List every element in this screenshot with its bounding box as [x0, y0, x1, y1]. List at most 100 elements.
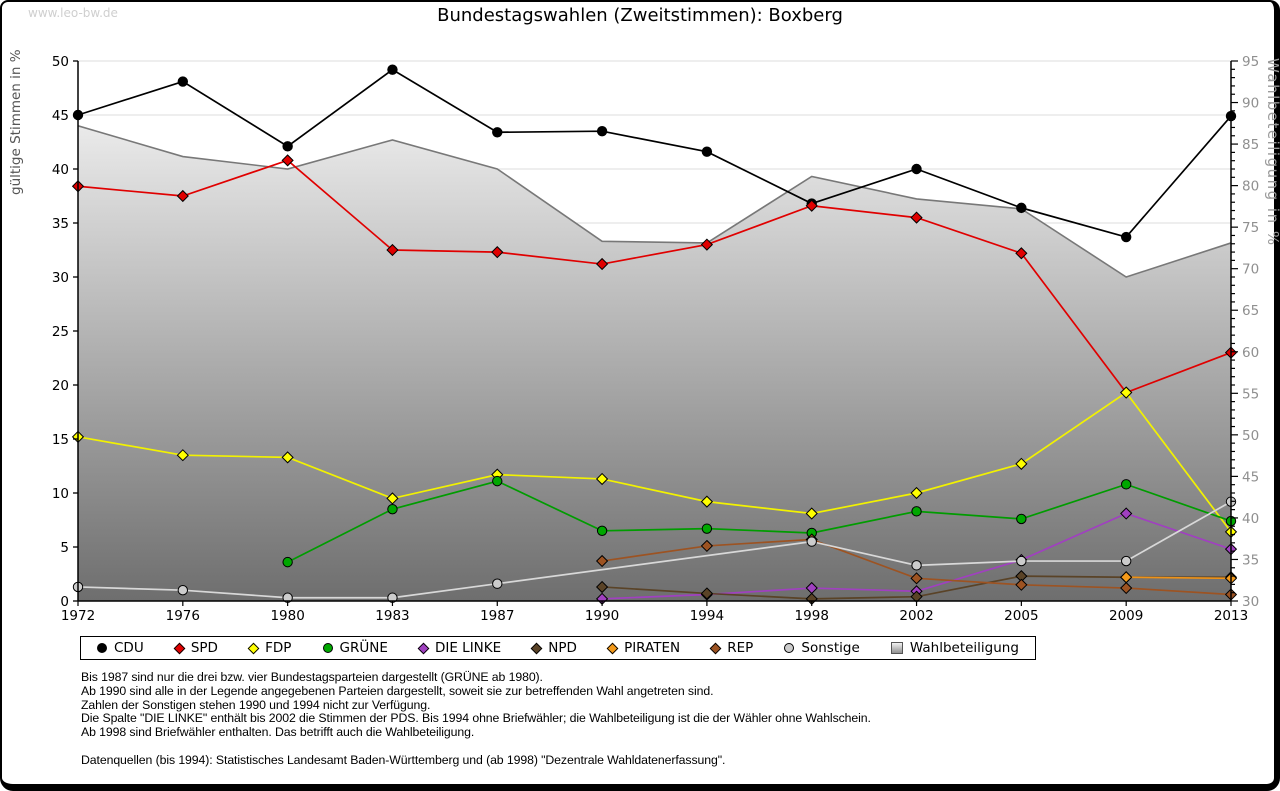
svg-text:25: 25	[52, 324, 69, 340]
svg-text:5: 5	[60, 540, 69, 556]
y-left-axis-title: gültige Stimmen in %	[8, 49, 24, 195]
svg-text:2002: 2002	[899, 608, 933, 624]
svg-text:55: 55	[1242, 386, 1259, 402]
marker-CDU	[387, 64, 398, 75]
watermark: www.leo-bw.de	[28, 6, 118, 20]
marker-GRÜNE	[282, 556, 293, 568]
legend-item-piraten: PIRATEN	[606, 640, 680, 656]
marker-REP	[700, 539, 714, 553]
marker-GRÜNE	[701, 523, 713, 534]
marker-SPD	[595, 257, 609, 271]
svg-text:1987: 1987	[480, 608, 514, 624]
svg-text:90: 90	[1242, 96, 1259, 112]
svg-text:10: 10	[52, 486, 69, 502]
marker-CDU	[282, 141, 293, 152]
marker-CDU	[177, 76, 189, 87]
marker-CDU	[492, 127, 503, 138]
marker-DIE LINKE	[1120, 507, 1133, 520]
marker-CDU	[701, 146, 713, 157]
legend-item-grüne: GRÜNE	[322, 640, 388, 656]
legend-item-fdp: FDP	[247, 640, 292, 656]
svg-text:1998: 1998	[795, 608, 829, 624]
svg-text:2013: 2013	[1214, 608, 1248, 624]
marker-Sonstige	[1120, 555, 1132, 567]
marker-REP	[1015, 578, 1028, 591]
footnotes: Bis 1987 sind nur die drei bzw. vier Bun…	[81, 670, 871, 768]
legend-item-sonstige: Sonstige	[784, 640, 860, 656]
legend-label: Sonstige	[801, 640, 860, 656]
marker-SPD	[910, 211, 923, 224]
marker-FDP	[1015, 457, 1028, 470]
footnote-line: Bis 1987 sind nur die drei bzw. vier Bun…	[81, 670, 543, 684]
svg-text:1980: 1980	[270, 608, 304, 624]
svg-text:50: 50	[1242, 428, 1259, 444]
turnout-area	[78, 125, 1231, 602]
marker-FDP	[700, 495, 714, 508]
marker-CDU	[1016, 202, 1027, 214]
square-marker-icon	[890, 642, 903, 654]
svg-text:70: 70	[1242, 262, 1259, 278]
marker-Sonstige	[911, 560, 922, 571]
series-line-GRÜNE	[287, 480, 1232, 563]
marker-FDP	[1120, 386, 1133, 399]
svg-text:20: 20	[52, 378, 69, 394]
series-line-PIRATEN	[1126, 576, 1232, 580]
svg-text:1972: 1972	[61, 608, 95, 624]
svg-text:95: 95	[1242, 54, 1259, 70]
chart-title: Bundestagswahlen (Zweitstimmen): Boxberg	[437, 5, 843, 26]
marker-FDP	[595, 472, 609, 486]
marker-SPD	[386, 243, 399, 257]
marker-Sonstige	[806, 536, 817, 547]
marker-CDU	[911, 163, 922, 175]
marker-FDP	[805, 507, 818, 520]
legend-label: SPD	[190, 640, 218, 656]
svg-text:0: 0	[60, 594, 69, 610]
legend-item-rep: REP	[709, 640, 754, 656]
marker-SPD	[281, 154, 294, 167]
svg-text:1990: 1990	[585, 608, 619, 624]
marker-CDU	[596, 126, 608, 137]
marker-GRÜNE	[492, 475, 503, 487]
marker-Sonstige	[492, 578, 503, 589]
marker-FDP	[910, 486, 923, 500]
chart-legend: CDU SPD FDP GRÜNE DIE LINKE NPD PIRATEN REP Sons…	[80, 636, 1036, 660]
marker-FDP	[386, 492, 399, 505]
marker-SPD	[491, 246, 504, 259]
marker-SPD	[1015, 247, 1028, 260]
legend-label: FDP	[265, 640, 292, 656]
diamond-marker-icon	[247, 642, 260, 654]
marker-Sonstige	[1016, 555, 1027, 567]
marker-SPD	[805, 199, 818, 212]
svg-text:60: 60	[1242, 345, 1259, 361]
circle-marker-icon	[97, 643, 107, 653]
series-line-CDU	[77, 68, 1232, 239]
svg-text:80: 80	[1242, 179, 1259, 195]
svg-text:1994: 1994	[690, 608, 724, 624]
marker-REP	[595, 554, 609, 568]
svg-text:2009: 2009	[1109, 608, 1143, 624]
svg-text:45: 45	[52, 108, 69, 124]
marker-FDP	[281, 451, 294, 464]
legend-label: DIE LINKE	[434, 640, 502, 656]
svg-text:30: 30	[1242, 594, 1259, 610]
svg-text:50: 50	[52, 54, 69, 70]
diamond-marker-icon	[530, 642, 543, 654]
legend-item-die-linke: DIE LINKE	[417, 640, 502, 656]
legend-label: REP	[727, 640, 754, 656]
svg-text:40: 40	[1242, 511, 1259, 527]
diamond-marker-icon	[173, 642, 186, 654]
svg-text:40: 40	[52, 162, 69, 178]
marker-SPD	[176, 189, 189, 203]
marker-REP	[910, 572, 923, 585]
svg-text:1976: 1976	[166, 608, 200, 624]
circle-marker-icon	[784, 643, 795, 653]
series-line-FDP	[77, 391, 1232, 533]
svg-text:30: 30	[52, 270, 69, 286]
marker-Sonstige	[177, 585, 189, 596]
footnote-line: Datenquellen (bis 1994): Statistisches L…	[81, 752, 726, 767]
y-right-axis-title: Wahlbeteiligung in %	[1264, 58, 1280, 247]
footnote-line: Die Spalte "DIE LINKE" enthält bis 2002 …	[81, 711, 871, 726]
legend-item-npd: NPD	[530, 640, 577, 656]
